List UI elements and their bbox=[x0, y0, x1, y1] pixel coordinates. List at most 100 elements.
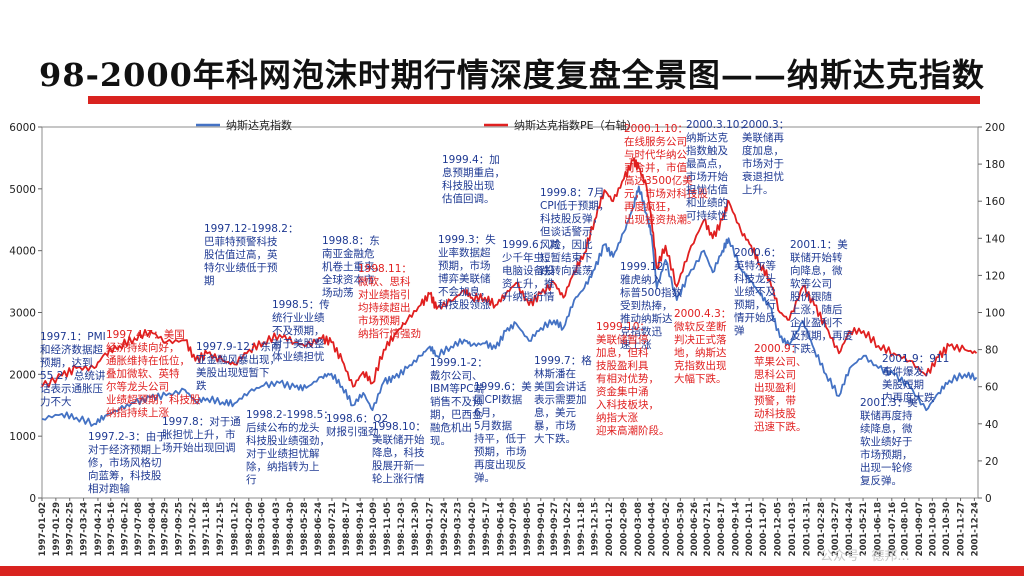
annotation-line: 1999.6：减 bbox=[502, 239, 560, 251]
annotation-line: 情开始反 bbox=[734, 311, 776, 324]
annotation-line: IBM等PC端 bbox=[430, 382, 485, 395]
x-axis-tick-label: 1998-02-09 bbox=[245, 502, 255, 556]
x-axis-tick-label: 1997-02-25 bbox=[66, 502, 76, 556]
annotation-line: 不及预期， bbox=[272, 325, 325, 337]
annotation-line: 在线服务公司 bbox=[624, 135, 687, 148]
annotation-text: 1999.1-2：戴尔公司、 IBM等PC端销售不及预期，巴西金融危机出现。 bbox=[430, 357, 488, 447]
annotation-line: 思科公司 bbox=[754, 368, 796, 381]
annotation-line: 上涨，随后 bbox=[790, 303, 843, 316]
annotation-line: 克指数迅 bbox=[620, 325, 662, 338]
annotation-line: 动科技股 bbox=[754, 407, 796, 420]
annotation-line: 估值回调。 bbox=[442, 192, 495, 205]
x-axis-tick-label: 1999-03-23 bbox=[454, 502, 464, 556]
annotation-line: 1999.1-2： bbox=[430, 357, 488, 369]
annotation-line: 修，市场风格切 bbox=[88, 456, 162, 469]
legend-entry-label: 纳斯达克指数PE（右轴） bbox=[514, 118, 638, 132]
annotation-line: 最高点， bbox=[686, 157, 728, 170]
annotation-line: 2000.3： bbox=[742, 119, 789, 131]
annotation-line: 雅虎纳入 bbox=[620, 273, 662, 286]
annotation-line: 微软反垄断 bbox=[674, 320, 727, 333]
annotation-line: 叠加微软、英特 bbox=[106, 367, 180, 380]
annotation-line: 出现一轮修 bbox=[860, 461, 913, 474]
annotation-line: 司合并，市值 bbox=[624, 161, 687, 174]
x-axis-tick-label: 1998-04-30 bbox=[286, 502, 296, 556]
annotation-line: 纳指大涨 bbox=[596, 411, 638, 424]
annotation-line: 股展开新一 bbox=[372, 459, 425, 472]
annotation-line: 纳指持续上涨 bbox=[106, 406, 169, 419]
annotation-line: 预警，带 bbox=[754, 394, 796, 407]
annotation-line: 资金集中涌 bbox=[596, 385, 649, 398]
annotation-text: 2000.1.10：在线服务公司与时代华纳公司合并，市值高达3500亿美元，市场… bbox=[624, 123, 708, 226]
annotation-line: 5月数据 bbox=[474, 419, 513, 432]
x-axis-tick-label: 1999-08-05 bbox=[523, 502, 533, 556]
annotation-line: 尔等龙头公司 bbox=[106, 380, 169, 393]
annotation-line: 市场开始 bbox=[686, 170, 728, 183]
annotation-line: 美股出现短暂下 bbox=[196, 366, 270, 379]
annotation-line: 巴菲特预警科技 bbox=[204, 235, 278, 248]
x-axis-tick-label: 2001-01-31 bbox=[803, 502, 813, 556]
nasdaq-index-line bbox=[41, 185, 978, 427]
x-axis-tick-label: 2001-09-07 bbox=[915, 502, 925, 556]
annotation-line: 融危机出 bbox=[430, 421, 472, 434]
annotation-line: 迅速下跌。 bbox=[754, 420, 807, 433]
annotation-line: 对于业绩担忧解 bbox=[246, 447, 320, 460]
x-axis-tick-label: 1997-08-29 bbox=[161, 502, 171, 556]
annotation-line: 科技股领涨 bbox=[438, 298, 491, 311]
annotation-line: 博弈美联储 bbox=[438, 272, 491, 285]
annotation-line: 迎来高潮阶段。 bbox=[596, 424, 670, 437]
annotation-line: 期，巴西金 bbox=[430, 408, 483, 421]
x-axis-tick-label: 2000-12-05 bbox=[773, 502, 783, 556]
x-axis-tick-label: 1998-10-09 bbox=[369, 502, 379, 556]
x-axis-tick-label: 2001-11-27 bbox=[957, 502, 967, 556]
annotation-line: 全球资本市 bbox=[322, 273, 375, 286]
annotation-line: 业率数据超 bbox=[438, 246, 491, 259]
annotation-line: 场开始出现回调 bbox=[162, 441, 236, 454]
annotation-line: 1999.7：格 bbox=[534, 354, 592, 367]
annotation-line: 判决正式落 bbox=[674, 333, 727, 346]
annotation-line: 联储再度持 bbox=[860, 409, 913, 422]
page-title: 98-2000年科网泡沫时期行情深度复盘全景图——纳斯达克指数 bbox=[39, 56, 985, 94]
x-axis-tick-label: 1999-10-22 bbox=[563, 502, 573, 556]
x-axis-tick-label: 1997-10-22 bbox=[188, 502, 198, 556]
footer-bar bbox=[0, 566, 1024, 576]
annotation-line: 对于经济预期上 bbox=[88, 443, 162, 456]
x-axis-tick-label: 2001-10-03 bbox=[928, 502, 938, 556]
x-axis-tick-label: 1999-02-24 bbox=[440, 502, 450, 556]
x-axis-tick-label: 2001-04-24 bbox=[845, 502, 855, 556]
annotation-text: 1997.9-12：东南亚金融风暴出现，美股出现短暂下跌 bbox=[196, 340, 281, 392]
x-axis-tick-label: 2001-06-18 bbox=[873, 502, 883, 556]
annotation-line: 科技股反弹， bbox=[540, 212, 603, 225]
annotation-line: 预期，市场 bbox=[474, 445, 527, 458]
annotation-text: 1997.12-1998.2：巴菲特预警科技股估值过高，英特尔业绩低于预期 bbox=[204, 223, 298, 287]
x-axis-tick-label: 1999-04-20 bbox=[468, 502, 478, 556]
annotation-line: 资上升，推 bbox=[502, 277, 555, 290]
annotation-text: 2001.9：911 事件爆发，美股短期内再度大跌 bbox=[882, 353, 949, 404]
x-axis-tick-label: 2001-07-16 bbox=[888, 502, 898, 556]
annotation-line: 市场预期， bbox=[860, 448, 913, 461]
annotation-text: 2000.4.3：微软反垄断判决正式落地，纳斯达克指数出现大幅下跌。 bbox=[674, 308, 731, 385]
annotation-line: 预期，行 bbox=[734, 298, 776, 311]
annotation-line: 2000.9： bbox=[754, 343, 801, 355]
annotation-line: 6月， bbox=[474, 407, 502, 419]
annotation-line: 胀担忧上升，市 bbox=[162, 428, 236, 441]
annotation-line: 对于美股整 bbox=[272, 337, 325, 350]
x-axis-tick-label: 2001-10-30 bbox=[942, 502, 952, 556]
annotation-line: 2000.6： bbox=[734, 247, 781, 259]
x-axis-tick-label: 1998-03-06 bbox=[258, 502, 268, 556]
annotation-line: 及预期，再度 bbox=[790, 329, 853, 342]
annotation-line: 1999.6：美 bbox=[474, 380, 532, 393]
annotation-line: 微软、思科 bbox=[358, 275, 411, 288]
x-axis-tick-label: 1997-12-15 bbox=[216, 502, 226, 556]
annotation-line: 2000.4.3： bbox=[674, 308, 731, 320]
x-axis-tick-label: 2000-10-11 bbox=[745, 502, 755, 556]
x-axis-tick-label: 1997-11-18 bbox=[202, 502, 212, 556]
annotation-line: 高达3500亿美 bbox=[624, 174, 693, 187]
annotation-line: 场动荡 bbox=[322, 286, 354, 299]
annotation-line: 续降息，微 bbox=[860, 422, 913, 435]
annotation-line: 1999.12： bbox=[620, 261, 674, 273]
annotation-text: 1997.1：PMI 和经济数据超预期，达到 55.2，总统讲话表示通胀压力不大 bbox=[40, 331, 106, 408]
x-axis-tick-label: 1998-12-30 bbox=[411, 502, 421, 556]
left-axis-tick-label: 5000 bbox=[9, 184, 36, 196]
annotation-line: 业绩不及 bbox=[734, 285, 776, 298]
watermark-text: 公众号 · 德邦... bbox=[820, 549, 910, 564]
